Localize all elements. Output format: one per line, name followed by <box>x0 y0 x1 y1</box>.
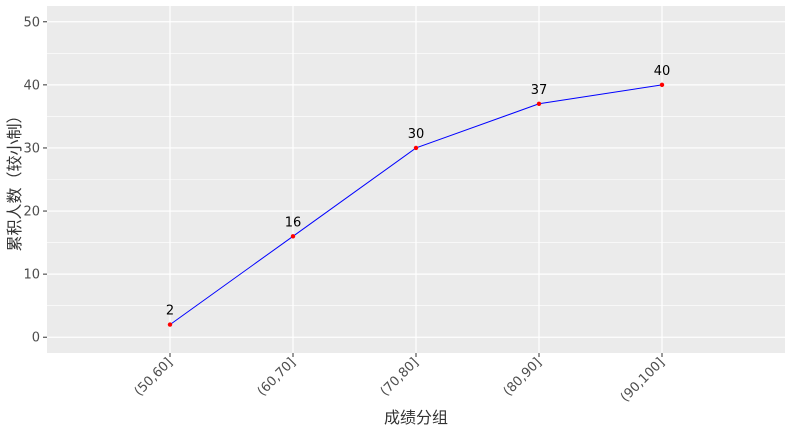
x-tick-label: (60,70] <box>255 355 299 399</box>
y-tick-label: 30 <box>23 141 40 156</box>
data-point <box>290 234 296 239</box>
data-point <box>167 322 173 327</box>
data-point <box>536 101 542 106</box>
x-axis-ticks: (50,60] (60,70] (70,80] (80,90] (90,100] <box>132 353 668 405</box>
y-tick-label: 0 <box>32 331 40 346</box>
x-tick-label: (50,60] <box>132 355 176 399</box>
data-label: 37 <box>531 83 548 98</box>
data-label: 2 <box>166 304 174 319</box>
data-label: 40 <box>654 64 671 79</box>
data-point <box>659 82 665 88</box>
x-axis-title: 成绩分组 <box>384 408 448 427</box>
y-tick-label: 10 <box>23 268 40 283</box>
data-points <box>167 82 665 327</box>
x-tick-label: (80,90] <box>501 355 545 399</box>
y-axis-title: 累积人数（较小制） <box>5 107 24 251</box>
y-tick-label: 50 <box>23 15 40 30</box>
data-labels: 2 16 30 37 40 <box>166 64 670 319</box>
data-point <box>413 145 419 151</box>
y-axis-ticks: 0 10 20 30 40 50 <box>23 15 47 346</box>
x-tick-label: (90,100] <box>618 355 668 405</box>
x-tick-label: (70,80] <box>378 355 422 399</box>
y-tick-label: 40 <box>23 78 40 93</box>
data-label: 30 <box>408 127 425 142</box>
y-tick-label: 20 <box>23 205 40 220</box>
data-label: 16 <box>285 215 302 230</box>
